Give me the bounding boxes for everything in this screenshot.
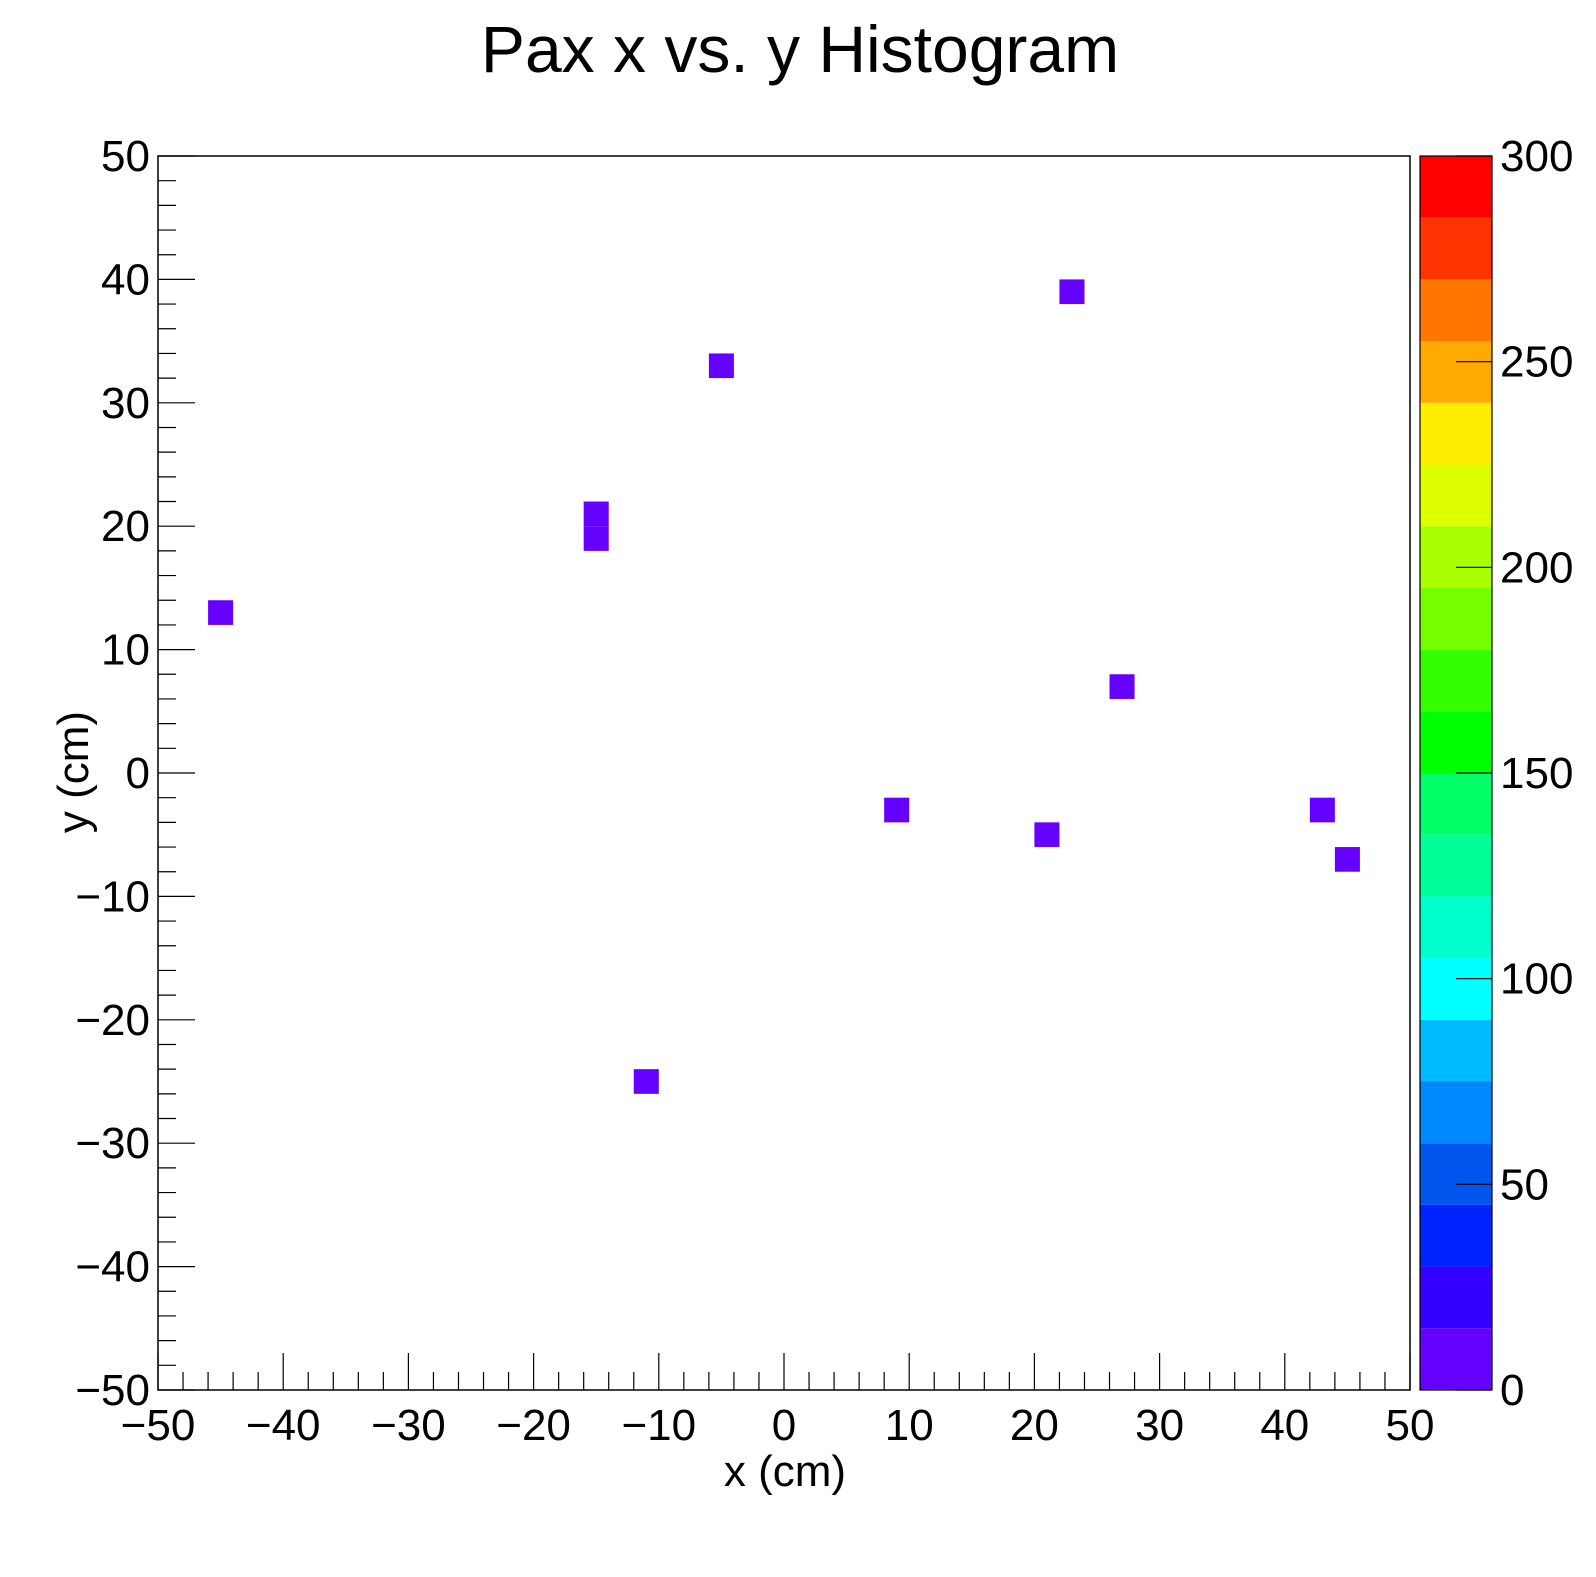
- y-tick-label: −30: [75, 1119, 150, 1168]
- histogram-bin: [1059, 279, 1085, 305]
- colorbar-segment: [1420, 773, 1492, 835]
- colorbar-segment: [1420, 711, 1492, 773]
- colorbar-tick-label: 200: [1500, 543, 1573, 592]
- colorbar-tick-label: 0: [1500, 1366, 1524, 1415]
- x-tick-label: −40: [246, 1401, 321, 1450]
- colorbar-tick-label: 300: [1500, 132, 1573, 181]
- y-tick-label: 10: [101, 626, 150, 675]
- y-tick-label: 20: [101, 502, 150, 551]
- histogram-bin: [1334, 847, 1360, 872]
- colorbar-segment: [1420, 1081, 1492, 1144]
- x-tick-label: 50: [1386, 1401, 1435, 1450]
- x-tick-label: 30: [1135, 1401, 1184, 1450]
- y-axis: −50 −40 −30 −20 −10 0 10 20 30 40 50: [75, 132, 195, 1415]
- histogram-bin: [633, 1069, 659, 1094]
- colorbar-tick-label: 150: [1500, 749, 1573, 798]
- colorbar-segment: [1420, 279, 1492, 342]
- x-tick-label: 20: [1010, 1401, 1059, 1450]
- colorbar-segment: [1420, 834, 1492, 897]
- colorbar-segment: [1420, 1143, 1492, 1205]
- x-tick-label: −50: [121, 1401, 196, 1450]
- y-tick-label: −40: [75, 1243, 150, 1292]
- x-axis-title: x (cm): [724, 1447, 846, 1496]
- x-tick-label: 40: [1260, 1401, 1309, 1450]
- plot-frame: [157, 155, 1411, 1391]
- colorbar-segment: [1420, 958, 1492, 1020]
- x-tick-label: −20: [496, 1401, 571, 1450]
- y-tick-label: −20: [75, 996, 150, 1045]
- colorbar-tick-label: 100: [1500, 955, 1573, 1004]
- histogram-bin: [1034, 822, 1060, 848]
- colorbar-segment: [1420, 464, 1492, 527]
- x-tick-label: −30: [371, 1401, 446, 1450]
- y-tick-label: −10: [75, 872, 150, 921]
- colorbar-tick-label: 50: [1500, 1160, 1549, 1209]
- colorbar-segment: [1420, 1266, 1492, 1329]
- colorbar-segment: [1420, 1019, 1492, 1082]
- histogram-bin: [884, 797, 910, 823]
- chart-title: Pax x vs. y Histogram: [481, 12, 1119, 86]
- histogram-bin: [708, 353, 734, 379]
- x-axis: −50 −40 −30 −20 −10 0 10 20 30 40 50: [121, 1353, 1435, 1450]
- colorbar-segment: [1420, 217, 1492, 280]
- colorbar-tick-label: 250: [1500, 338, 1573, 387]
- histogram-bin: [583, 526, 609, 551]
- y-tick-label: 30: [101, 379, 150, 428]
- histogram-bin: [1309, 797, 1335, 823]
- histogram-bins: [208, 279, 1360, 1094]
- y-tick-label: 50: [101, 132, 150, 181]
- y-axis-title: y (cm): [49, 711, 98, 833]
- colorbar-segment: [1420, 341, 1492, 403]
- colorbar-segment: [1420, 526, 1492, 588]
- x-tick-label: 10: [885, 1401, 934, 1450]
- colorbar-segment: [1420, 156, 1492, 218]
- x-tick-label: 0: [772, 1401, 796, 1450]
- histogram-bin: [1109, 674, 1135, 699]
- y-tick-label: 0: [126, 749, 150, 798]
- colorbar-segment: [1420, 1204, 1492, 1267]
- colorbar-segment: [1420, 896, 1492, 959]
- colorbar-segment: [1420, 587, 1492, 650]
- color-scale-bar: 0 50 100 150 200 250 300: [1419, 132, 1573, 1415]
- colorbar-segment: [1420, 402, 1492, 465]
- y-tick-label: 40: [101, 255, 150, 304]
- histogram-bin: [208, 600, 234, 625]
- colorbar-segment: [1420, 649, 1492, 712]
- y-tick-label: −50: [75, 1366, 150, 1415]
- colorbar-segment: [1420, 1328, 1492, 1390]
- x-tick-label: −10: [621, 1401, 696, 1450]
- histogram-bin: [583, 501, 609, 527]
